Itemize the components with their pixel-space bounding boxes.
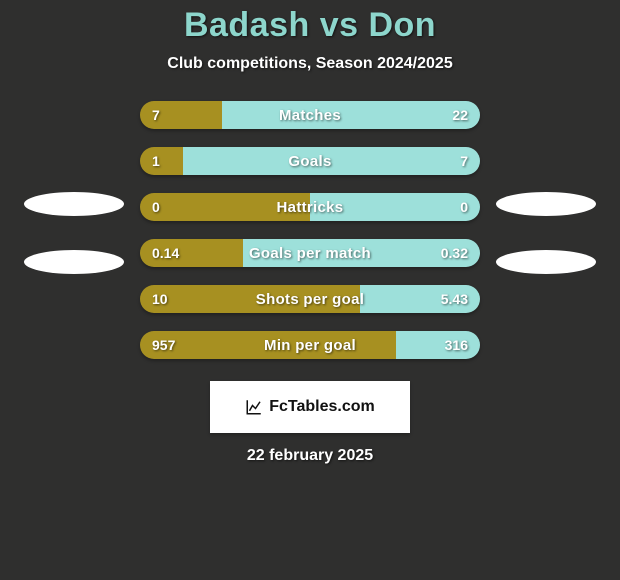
- stat-bar-left: [140, 239, 243, 267]
- team-logo-placeholder: [496, 192, 596, 216]
- team-logo-placeholder: [24, 250, 124, 274]
- stat-bar-right: [183, 147, 481, 175]
- snapshot-date: 22 february 2025: [0, 447, 620, 465]
- brand-badge[interactable]: FcTables.com: [210, 381, 410, 433]
- stat-row: Goals per match0.140.32: [140, 239, 480, 267]
- comparison-card: Badash vs Don Club competitions, Season …: [0, 0, 620, 580]
- stat-row: Min per goal957316: [140, 331, 480, 359]
- stat-row: Matches722: [140, 101, 480, 129]
- stat-row: Hattricks00: [140, 193, 480, 221]
- stat-bar-left: [140, 193, 310, 221]
- stat-row: Goals17: [140, 147, 480, 175]
- page-title: Badash vs Don: [0, 6, 620, 45]
- stats-wrapper: Matches722 Goals17 Hattricks00 Goals per ma…: [0, 101, 620, 359]
- season-subtitle: Club competitions, Season 2024/2025: [0, 55, 620, 73]
- right-team-logo-column: [480, 186, 610, 274]
- brand-text: FcTables.com: [269, 398, 375, 416]
- stat-bar-right: [396, 331, 480, 359]
- stat-bar-right: [310, 193, 480, 221]
- stat-bar-right: [222, 101, 480, 129]
- stat-bar-right: [360, 285, 480, 313]
- stat-bar-right: [243, 239, 480, 267]
- team-logo-placeholder: [496, 250, 596, 274]
- team-logo-placeholder: [24, 192, 124, 216]
- stat-bar-left: [140, 101, 222, 129]
- left-team-logo-column: [10, 186, 140, 274]
- stat-row: Shots per goal105.43: [140, 285, 480, 313]
- stat-bar-left: [140, 147, 183, 175]
- comparison-bars: Matches722 Goals17 Hattricks00 Goals per ma…: [140, 101, 480, 359]
- bar-chart-icon: [245, 398, 263, 416]
- stat-bar-left: [140, 331, 396, 359]
- stat-bar-left: [140, 285, 360, 313]
